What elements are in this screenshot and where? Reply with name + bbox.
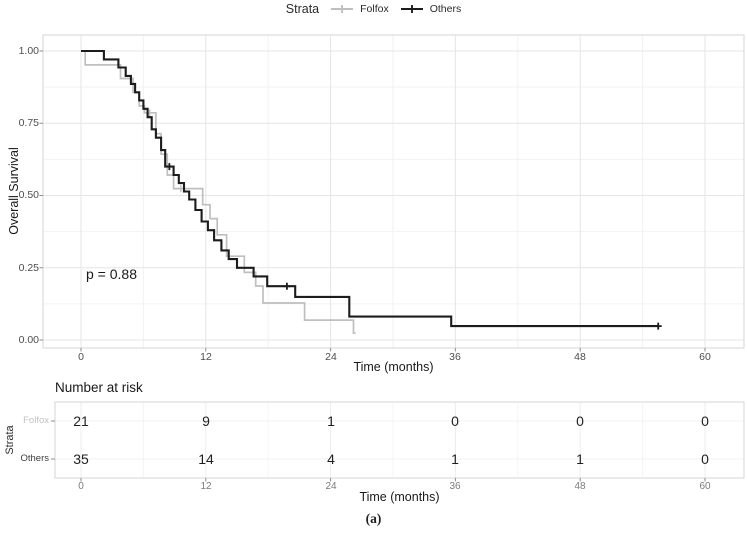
- km-curve-folfox: [81, 50, 356, 334]
- risk-folfox-t48: 0: [576, 413, 584, 429]
- km-curve-others: [81, 49, 659, 328]
- legend-key-others-icon: [400, 5, 423, 13]
- censor-mark-others: [654, 322, 662, 330]
- censor-mark-others: [165, 163, 173, 171]
- risk-row-label-others: Others: [20, 453, 49, 464]
- figure-caption: (a): [365, 511, 382, 526]
- risk-others-t36: 1: [451, 451, 459, 467]
- legend-label-others: Others: [429, 3, 462, 15]
- x-tick-48: 48: [574, 351, 586, 363]
- risk-folfox-t12: 9: [202, 413, 210, 429]
- y-tick-1.00: 1.00: [18, 45, 39, 57]
- x-tick-60: 60: [699, 351, 711, 363]
- x-axis-title: Time (months): [353, 360, 434, 374]
- y-tick-0.75: 0.75: [18, 117, 39, 129]
- risk-folfox-t24: 1: [327, 413, 335, 429]
- risk-folfox-t60: 0: [701, 413, 709, 429]
- legend-key-folfox-icon: [331, 5, 354, 13]
- table-x-tick-48: 48: [574, 481, 586, 492]
- x-tick-36: 36: [449, 351, 461, 363]
- table-x-tick-24: 24: [325, 481, 337, 492]
- table-x-axis-title: Time (months): [359, 490, 440, 504]
- risk-table-title: Number at risk: [55, 380, 143, 395]
- p-value-annotation: p = 0.88: [86, 266, 137, 282]
- risk-others-t48: 1: [576, 451, 584, 467]
- risk-folfox-t36: 0: [451, 413, 459, 429]
- risk-row-label-folfox: Folfox: [23, 415, 49, 426]
- risk-others-t12: 14: [198, 451, 214, 467]
- legend: Strata Folfox Others: [0, 2, 747, 16]
- legend-item-others: Others: [399, 3, 462, 15]
- table-x-tick-60: 60: [699, 481, 711, 492]
- risk-folfox-t0: 21: [73, 413, 89, 429]
- x-tick-0: 0: [78, 351, 84, 363]
- legend-label-folfox: Folfox: [360, 3, 389, 15]
- risk-others-t24: 4: [327, 451, 335, 467]
- y-tick-0.50: 0.50: [18, 189, 39, 201]
- risk-others-t60: 0: [701, 451, 709, 467]
- censor-mark-others: [283, 282, 291, 290]
- x-tick-12: 12: [200, 351, 212, 363]
- legend-item-folfox: Folfox: [329, 3, 389, 15]
- y-tick-0.25: 0.25: [18, 262, 39, 274]
- risk-table-y-axis-title: Strata: [4, 425, 16, 455]
- table-x-tick-12: 12: [200, 481, 212, 492]
- y-tick-0.00: 0.00: [18, 334, 39, 346]
- legend-title: Strata: [285, 2, 320, 16]
- table-x-tick-0: 0: [78, 481, 84, 492]
- table-x-tick-36: 36: [449, 481, 461, 492]
- x-tick-24: 24: [325, 351, 337, 363]
- risk-others-t0: 35: [73, 451, 89, 467]
